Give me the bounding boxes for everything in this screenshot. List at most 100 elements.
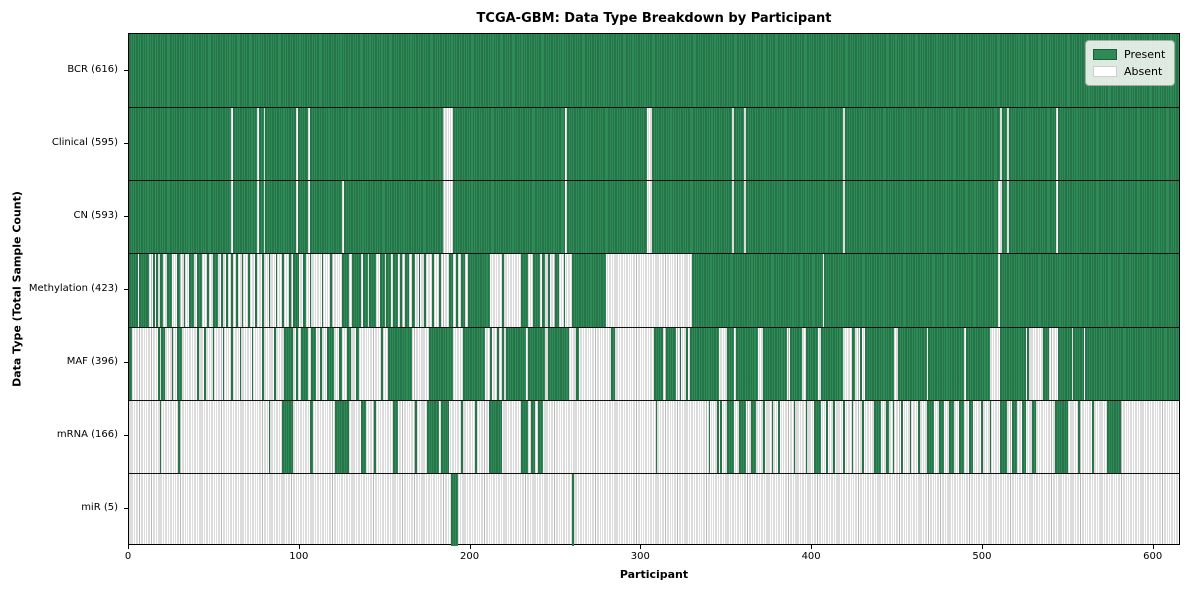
present-segment xyxy=(463,326,486,400)
present-segment xyxy=(204,326,206,400)
present-segment xyxy=(273,326,276,400)
present-segment xyxy=(981,399,983,473)
present-segment xyxy=(708,399,711,473)
present-segment xyxy=(381,326,383,400)
present-segment xyxy=(821,326,844,400)
present-segment xyxy=(152,253,155,327)
present-segment xyxy=(502,253,504,327)
present-segment xyxy=(861,399,864,473)
row-divider xyxy=(129,326,1179,328)
present-segment xyxy=(212,253,218,327)
present-segment xyxy=(521,399,528,473)
x-tick-mark xyxy=(128,545,129,549)
present-segment xyxy=(665,326,677,400)
present-segment xyxy=(814,399,822,473)
x-tick-label-500: 500 xyxy=(972,551,992,562)
present-segment xyxy=(567,107,648,181)
present-segment xyxy=(400,253,402,327)
present-segment xyxy=(679,326,682,400)
y-tick-label-clinical: Clinical (595) xyxy=(51,136,118,148)
row-maf xyxy=(129,326,1179,400)
present-segment xyxy=(1022,399,1026,473)
present-segment xyxy=(342,253,349,327)
present-segment xyxy=(212,326,215,400)
present-segment xyxy=(129,326,133,400)
present-segment xyxy=(928,326,965,400)
present-segment xyxy=(452,107,566,181)
present-segment xyxy=(691,253,823,327)
present-segment xyxy=(388,326,412,400)
present-segment xyxy=(423,253,426,327)
present-segment xyxy=(771,399,774,473)
row-cn xyxy=(129,180,1179,254)
y-tick-label-mir: miR (5) xyxy=(81,502,118,514)
present-segment xyxy=(892,399,895,473)
present-segment xyxy=(232,107,257,181)
present-segment xyxy=(832,399,835,473)
present-segment xyxy=(456,253,458,327)
x-axis-title: Participant xyxy=(619,568,689,581)
present-segment xyxy=(763,326,787,400)
present-segment xyxy=(232,180,257,254)
row-divider xyxy=(129,253,1179,255)
y-tick-label-cn: CN (593) xyxy=(73,209,118,221)
present-segment xyxy=(451,472,458,546)
present-segment xyxy=(197,253,203,327)
present-segment xyxy=(309,399,314,473)
present-segment xyxy=(1092,399,1094,473)
present-segment xyxy=(575,326,579,400)
present-segment xyxy=(352,253,361,327)
present-segment xyxy=(1054,399,1069,473)
present-segment xyxy=(309,180,343,254)
present-segment xyxy=(129,34,1179,108)
present-segment xyxy=(938,399,944,473)
present-segment xyxy=(918,399,920,473)
present-segment xyxy=(1057,180,1179,254)
present-segment xyxy=(386,253,392,327)
present-segment xyxy=(432,253,435,327)
present-segment xyxy=(689,326,719,400)
present-segment xyxy=(429,326,453,400)
y-tick-mark xyxy=(124,215,128,217)
present-segment xyxy=(502,326,504,400)
present-segment xyxy=(727,399,735,473)
present-segment xyxy=(948,399,954,473)
row-mrna xyxy=(129,399,1179,473)
present-segment xyxy=(302,253,307,327)
present-segment xyxy=(739,399,747,473)
present-segment xyxy=(1057,107,1179,181)
row-divider xyxy=(129,472,1179,474)
present-segment xyxy=(548,253,551,327)
present-segment xyxy=(222,326,225,400)
present-segment xyxy=(129,180,232,254)
present-segment xyxy=(405,253,409,327)
legend-item-absent: Absent xyxy=(1093,63,1166,80)
present-segment xyxy=(844,107,1001,181)
present-segment xyxy=(1000,253,1179,327)
present-segment xyxy=(183,253,186,327)
chart-title: TCGA-GBM: Data Type Breakdown by Partici… xyxy=(476,11,832,26)
present-segment xyxy=(258,107,264,181)
present-segment xyxy=(505,326,527,400)
present-segment xyxy=(301,326,308,400)
present-segment xyxy=(265,107,297,181)
present-segment xyxy=(1107,399,1122,473)
present-segment xyxy=(475,399,477,473)
y-tick-label-mrna: mRNA (166) xyxy=(56,429,118,441)
present-segment xyxy=(362,253,368,327)
y-tick-mark xyxy=(124,142,128,144)
present-segment xyxy=(452,180,566,254)
present-segment xyxy=(139,253,150,327)
present-segment xyxy=(178,399,181,473)
present-segment xyxy=(231,253,233,327)
present-segment xyxy=(261,253,264,327)
row-divider xyxy=(129,180,1179,182)
present-segment xyxy=(746,180,844,254)
present-segment xyxy=(1027,326,1029,400)
present-segment xyxy=(261,326,264,400)
x-tick-label-600: 600 xyxy=(1143,551,1163,562)
present-segment xyxy=(248,253,251,327)
y-tick-mark xyxy=(124,362,128,364)
present-segment xyxy=(563,253,566,327)
present-segment xyxy=(289,253,291,327)
